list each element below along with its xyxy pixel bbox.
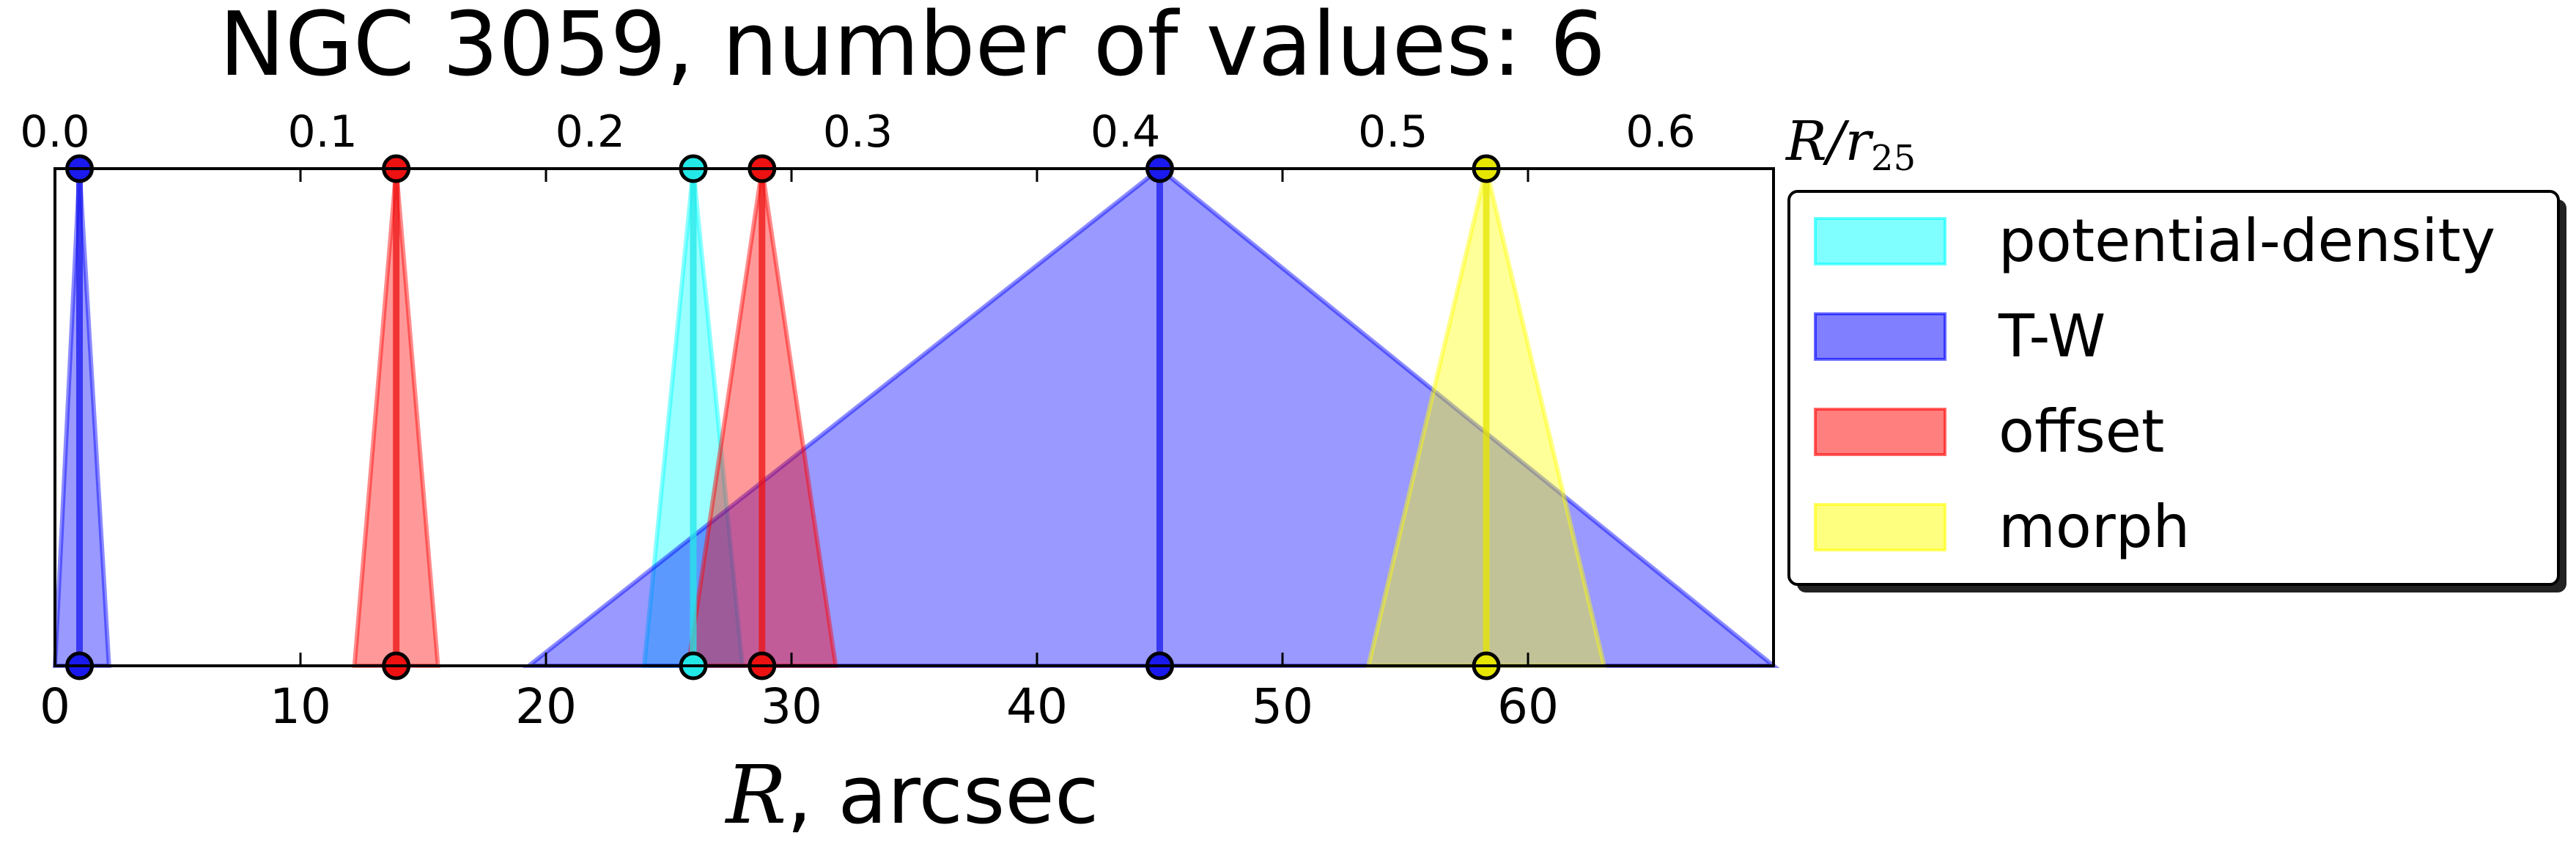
x-axis-top: 0.0 0.1 0.2 0.3 0.4 0.5 0.6 xyxy=(20,106,1695,158)
legend-swatch-T-W xyxy=(1814,312,1946,361)
top-axis-label-sub: 25 xyxy=(1871,138,1916,179)
x-axis-label: R, arcsec xyxy=(725,748,1099,842)
top-tick-label: 0.0 xyxy=(20,106,89,158)
chart-title: NGC 3059, number of values: 6 xyxy=(219,0,1606,96)
top-tick-label: 0.2 xyxy=(556,106,625,158)
legend-swatch-offset xyxy=(1814,408,1946,456)
top-axis-label: R/r25 xyxy=(1785,110,1916,179)
legend: potential-density T-W offset morph xyxy=(1787,190,2566,592)
x-tick-label: 40 xyxy=(1006,678,1068,735)
legend-label-offset: offset xyxy=(1999,397,2164,466)
legend-box xyxy=(1787,190,2560,586)
x-axis-label-symbol: R xyxy=(725,748,787,842)
legend-label-potential-density: potential-density xyxy=(1999,207,2495,275)
legend-label-morph: morph xyxy=(1999,493,2190,561)
legend-items: potential-density T-W offset morph xyxy=(1814,207,2495,561)
marker-lines-layer xyxy=(76,169,1490,666)
x-tick-label: 20 xyxy=(515,678,577,735)
top-tick-label: 0.6 xyxy=(1625,106,1695,158)
legend-swatch-potential-density xyxy=(1814,217,1946,265)
x-tick-label: 0 xyxy=(40,678,70,735)
x-axis-label-rest: , arcsec xyxy=(786,748,1099,842)
x-axis-bottom: 0 10 20 30 40 50 60 xyxy=(40,169,1559,735)
legend-swatch-morph xyxy=(1814,503,1946,551)
x-tick-label: 10 xyxy=(270,678,331,735)
x-tick-label: 30 xyxy=(761,678,822,735)
plot-frame xyxy=(53,167,1775,667)
top-tick-label: 0.1 xyxy=(287,106,357,158)
top-tick-label: 0.5 xyxy=(1358,106,1428,158)
x-tick-label: 60 xyxy=(1497,678,1559,735)
legend-label-T-W: T-W xyxy=(1998,302,2106,370)
top-axis-label-main: R/r xyxy=(1785,110,1875,173)
top-tick-label: 0.3 xyxy=(823,106,893,158)
area-layer xyxy=(52,166,1780,668)
x-tick-label: 50 xyxy=(1252,678,1313,735)
top-tick-label: 0.4 xyxy=(1090,106,1160,158)
